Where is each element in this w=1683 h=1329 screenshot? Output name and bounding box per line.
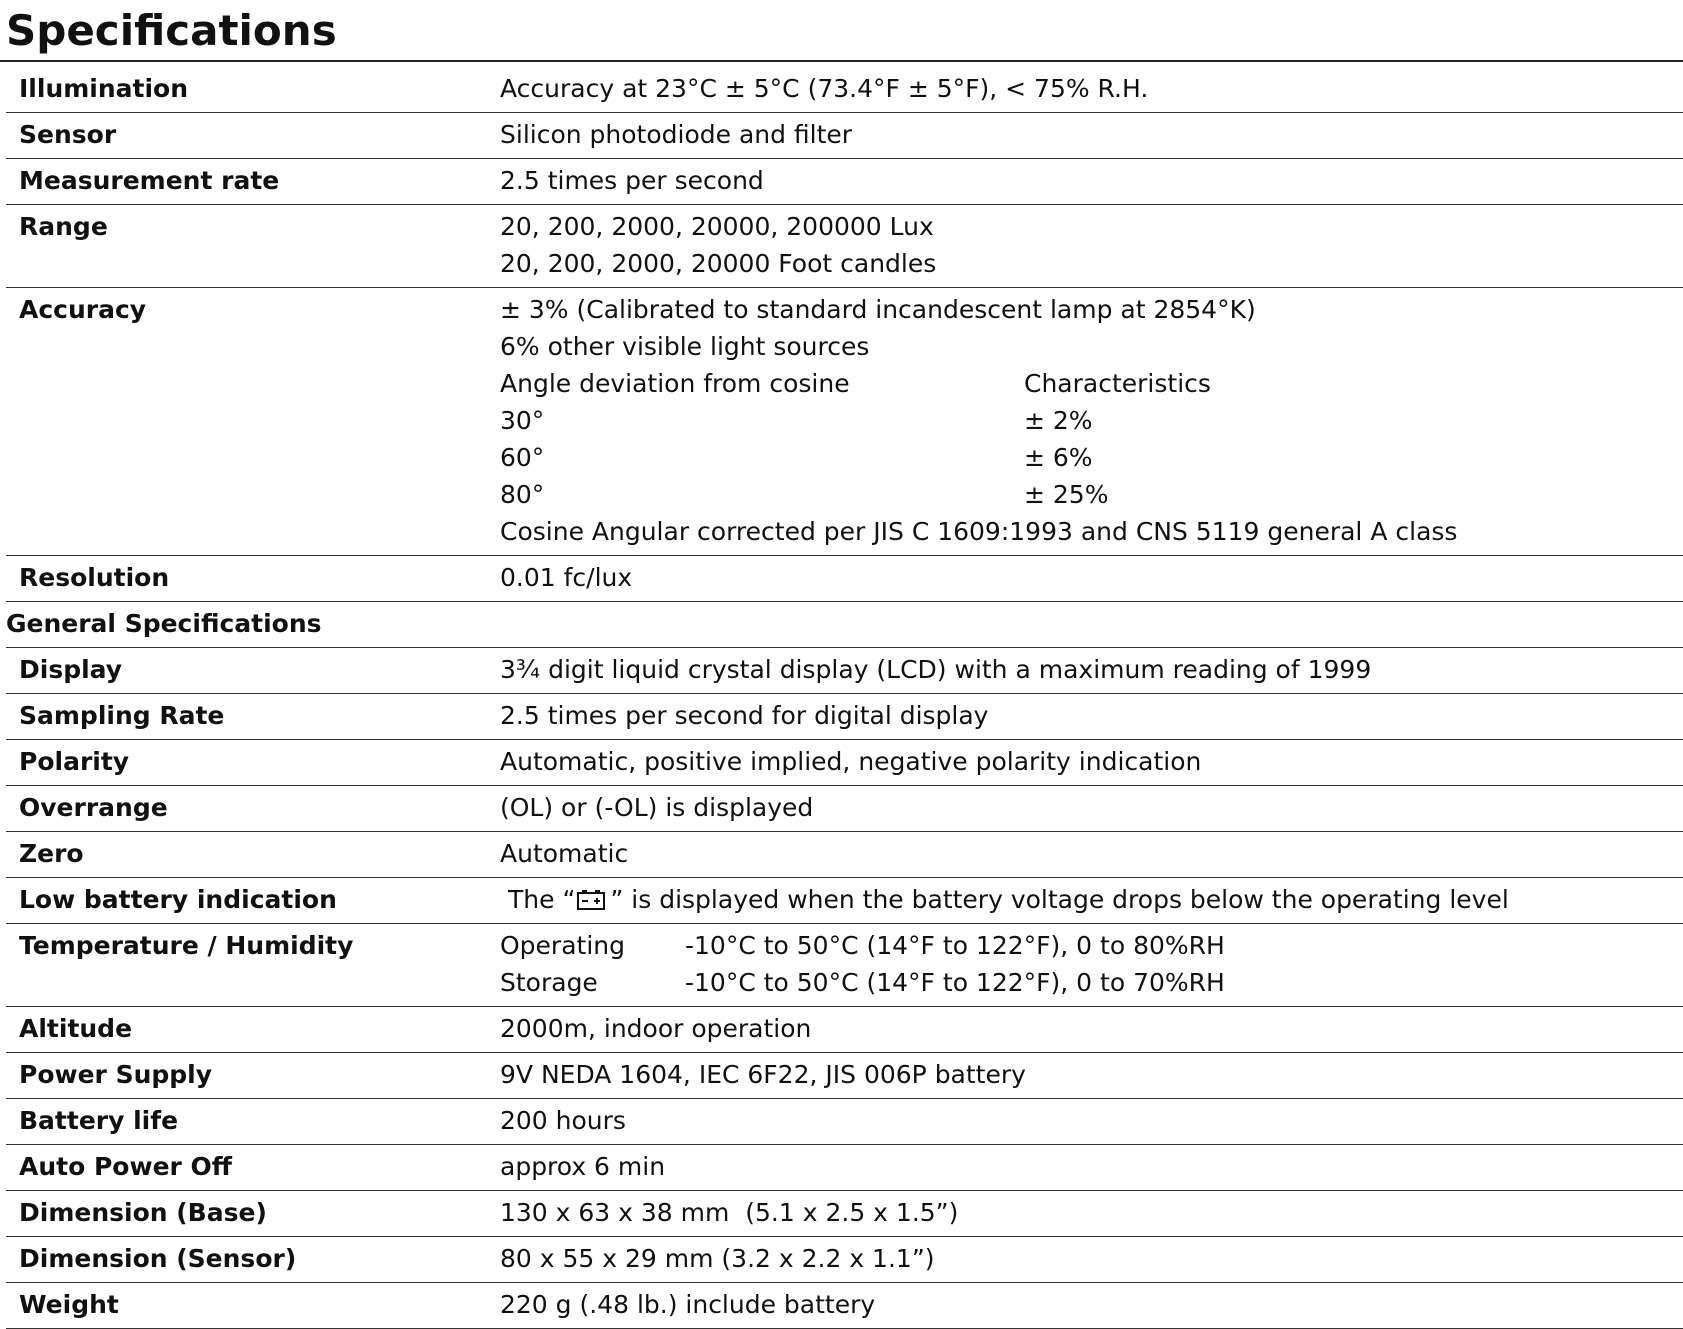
spec-label: Auto Power Off [19, 1152, 233, 1181]
row-divider [6, 785, 1683, 786]
row-divider [6, 877, 1683, 878]
row-divider [6, 647, 1683, 648]
spec-label: Sensor [19, 120, 117, 149]
spec-value: 30° [500, 406, 545, 435]
row-divider [6, 555, 1683, 556]
spec-value: -10°C to 50°C (14°F to 122°F), 0 to 70%R… [685, 968, 1225, 997]
spec-label: Power Supply [19, 1060, 213, 1089]
row-divider [6, 287, 1683, 288]
row-divider [6, 923, 1683, 924]
spec-value: 2.5 times per second [500, 166, 764, 195]
spec-label: Sampling Rate [19, 701, 225, 730]
spec-value: ± 6% [1024, 443, 1093, 472]
spec-value: 20, 200, 2000, 20000 Foot candles [500, 249, 937, 278]
row-divider [6, 1144, 1683, 1145]
spec-value: 60° [500, 443, 545, 472]
row-divider [6, 204, 1683, 205]
spec-label: Measurement rate [19, 166, 280, 195]
row-divider [6, 1282, 1683, 1283]
spec-label: Display [19, 655, 123, 684]
row-divider [6, 601, 1683, 602]
spec-label: Illumination [19, 74, 189, 103]
row-divider [6, 1052, 1683, 1053]
spec-value: 6% other visible light sources [500, 332, 870, 361]
spec-value: ± 25% [1024, 480, 1109, 509]
spec-value: 2000m, indoor operation [500, 1014, 812, 1043]
spec-label: Altitude [19, 1014, 133, 1043]
spec-value: The “ [508, 885, 576, 914]
spec-value: 200 hours [500, 1106, 626, 1135]
title-rule [0, 60, 1683, 62]
spec-label: Accuracy [19, 295, 147, 324]
spec-value: Storage [500, 968, 598, 997]
row-divider [6, 1098, 1683, 1099]
row-divider [6, 1236, 1683, 1237]
spec-value: 3¾ digit liquid crystal display (LCD) wi… [500, 655, 1372, 684]
spec-value: ± 2% [1024, 406, 1093, 435]
spec-value: 80° [500, 480, 545, 509]
spec-label: Overrange [19, 793, 168, 822]
section-heading: General Specifications [6, 609, 322, 638]
spec-value: 80 x 55 x 29 mm (3.2 x 2.2 x 1.1”) [500, 1244, 935, 1273]
spec-value: 0.01 fc/lux [500, 563, 633, 592]
row-divider [6, 1190, 1683, 1191]
spec-value: Automatic, positive implied, negative po… [500, 747, 1202, 776]
spec-label: Polarity [19, 747, 130, 776]
spec-sheet: Specifications Illumination Accuracy at 2… [0, 6, 1683, 1329]
page-title: Specifications [6, 6, 337, 55]
spec-label: Dimension (Sensor) [19, 1244, 297, 1273]
spec-value: 2.5 times per second for digital display [500, 701, 989, 730]
spec-label: Battery life [19, 1106, 179, 1135]
spec-label: Zero [19, 839, 84, 868]
row-divider [6, 158, 1683, 159]
spec-value: Cosine Angular corrected per JIS C 1609:… [500, 517, 1458, 546]
row-divider [6, 693, 1683, 694]
spec-label: Dimension (Base) [19, 1198, 267, 1227]
spec-value: Characteristics [1024, 369, 1211, 398]
spec-value: 220 g (.48 lb.) include battery [500, 1290, 876, 1319]
row-divider [6, 739, 1683, 740]
row-divider [6, 831, 1683, 832]
spec-value: 130 x 63 x 38 mm (5.1 x 2.5 x 1.5”) [500, 1198, 959, 1227]
spec-label: Weight [19, 1290, 119, 1319]
spec-label: Temperature / Humidity [19, 931, 354, 960]
battery-icon [577, 890, 606, 910]
spec-label: Resolution [19, 563, 170, 592]
spec-label: Range [19, 212, 108, 241]
spec-label: Low battery indication [19, 885, 337, 914]
spec-value: -10°C to 50°C (14°F to 122°F), 0 to 80%R… [685, 931, 1225, 960]
spec-value: ” is displayed when the battery voltage … [610, 885, 1509, 914]
spec-value: Automatic [500, 839, 629, 868]
spec-value: 9V NEDA 1604, IEC 6F22, JIS 006P battery [500, 1060, 1026, 1089]
spec-value: Operating [500, 931, 625, 960]
spec-value: ± 3% (Calibrated to standard incandescen… [500, 295, 1256, 324]
spec-value: Angle deviation from cosine [500, 369, 850, 398]
spec-value: 20, 200, 2000, 20000, 200000 Lux [500, 212, 934, 241]
row-divider [6, 1006, 1683, 1007]
spec-value: approx 6 min [500, 1152, 666, 1181]
row-divider [6, 112, 1683, 113]
spec-value: (OL) or (-OL) is displayed [500, 793, 814, 822]
spec-value: Silicon photodiode and filter [500, 120, 853, 149]
spec-value: Accuracy at 23°C ± 5°C (73.4°F ± 5°F), <… [500, 74, 1149, 103]
